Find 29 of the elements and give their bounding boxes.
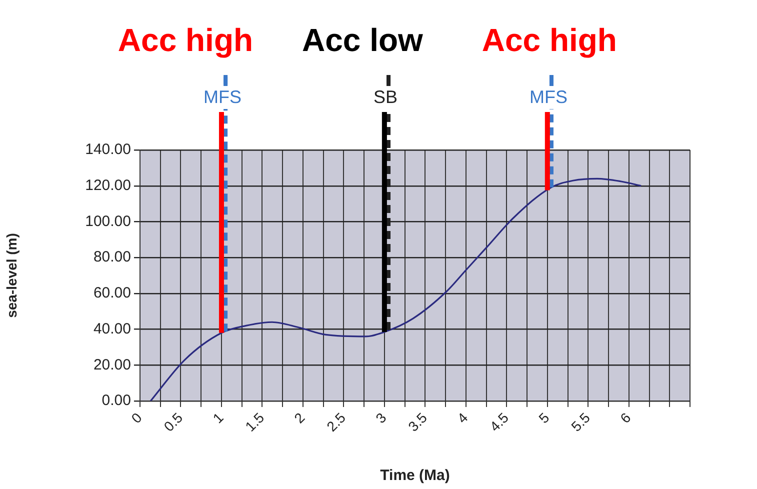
x-tick-label: 3.5: [404, 409, 430, 435]
y-tick-label: 0.00: [102, 392, 131, 410]
y-tick-label: 40.00: [93, 320, 131, 338]
x-tick-label: 3: [372, 409, 390, 426]
ref-line-label: MFS: [204, 86, 242, 107]
y-axis-title: sea-level (m): [3, 233, 20, 318]
x-tick-label: 4.5: [486, 409, 512, 435]
x-tick-label: 2: [290, 409, 308, 426]
x-tick-label: 6: [616, 409, 634, 426]
y-tick-label: 80.00: [93, 248, 131, 266]
y-tick-label: 120.00: [85, 177, 131, 194]
x-tick-label: 0.5: [160, 409, 186, 435]
ref-line-label: Acc high: [118, 22, 254, 58]
x-tick-label: 1.5: [242, 409, 268, 435]
y-tick-label: 60.00: [93, 284, 131, 302]
x-tick-label: 5: [535, 409, 552, 426]
ref-line-label: Acc low: [302, 22, 424, 58]
x-tick-label: 0: [128, 409, 145, 426]
x-tick-label: 4: [454, 409, 471, 426]
y-tick-label: 20.00: [93, 356, 131, 374]
x-axis-title: Time (Ma): [380, 467, 450, 484]
x-tick-label: 2.5: [323, 409, 349, 435]
y-tick-label: 100.00: [85, 212, 131, 230]
x-tick-label: 1: [210, 409, 226, 426]
ref-line-label: SB: [374, 86, 398, 107]
ref-line-label: MFS: [529, 86, 568, 107]
x-tick-label: 5.5: [568, 409, 594, 435]
ref-line-label: Acc high: [482, 22, 617, 58]
y-tick-label: 140.00: [85, 141, 131, 158]
